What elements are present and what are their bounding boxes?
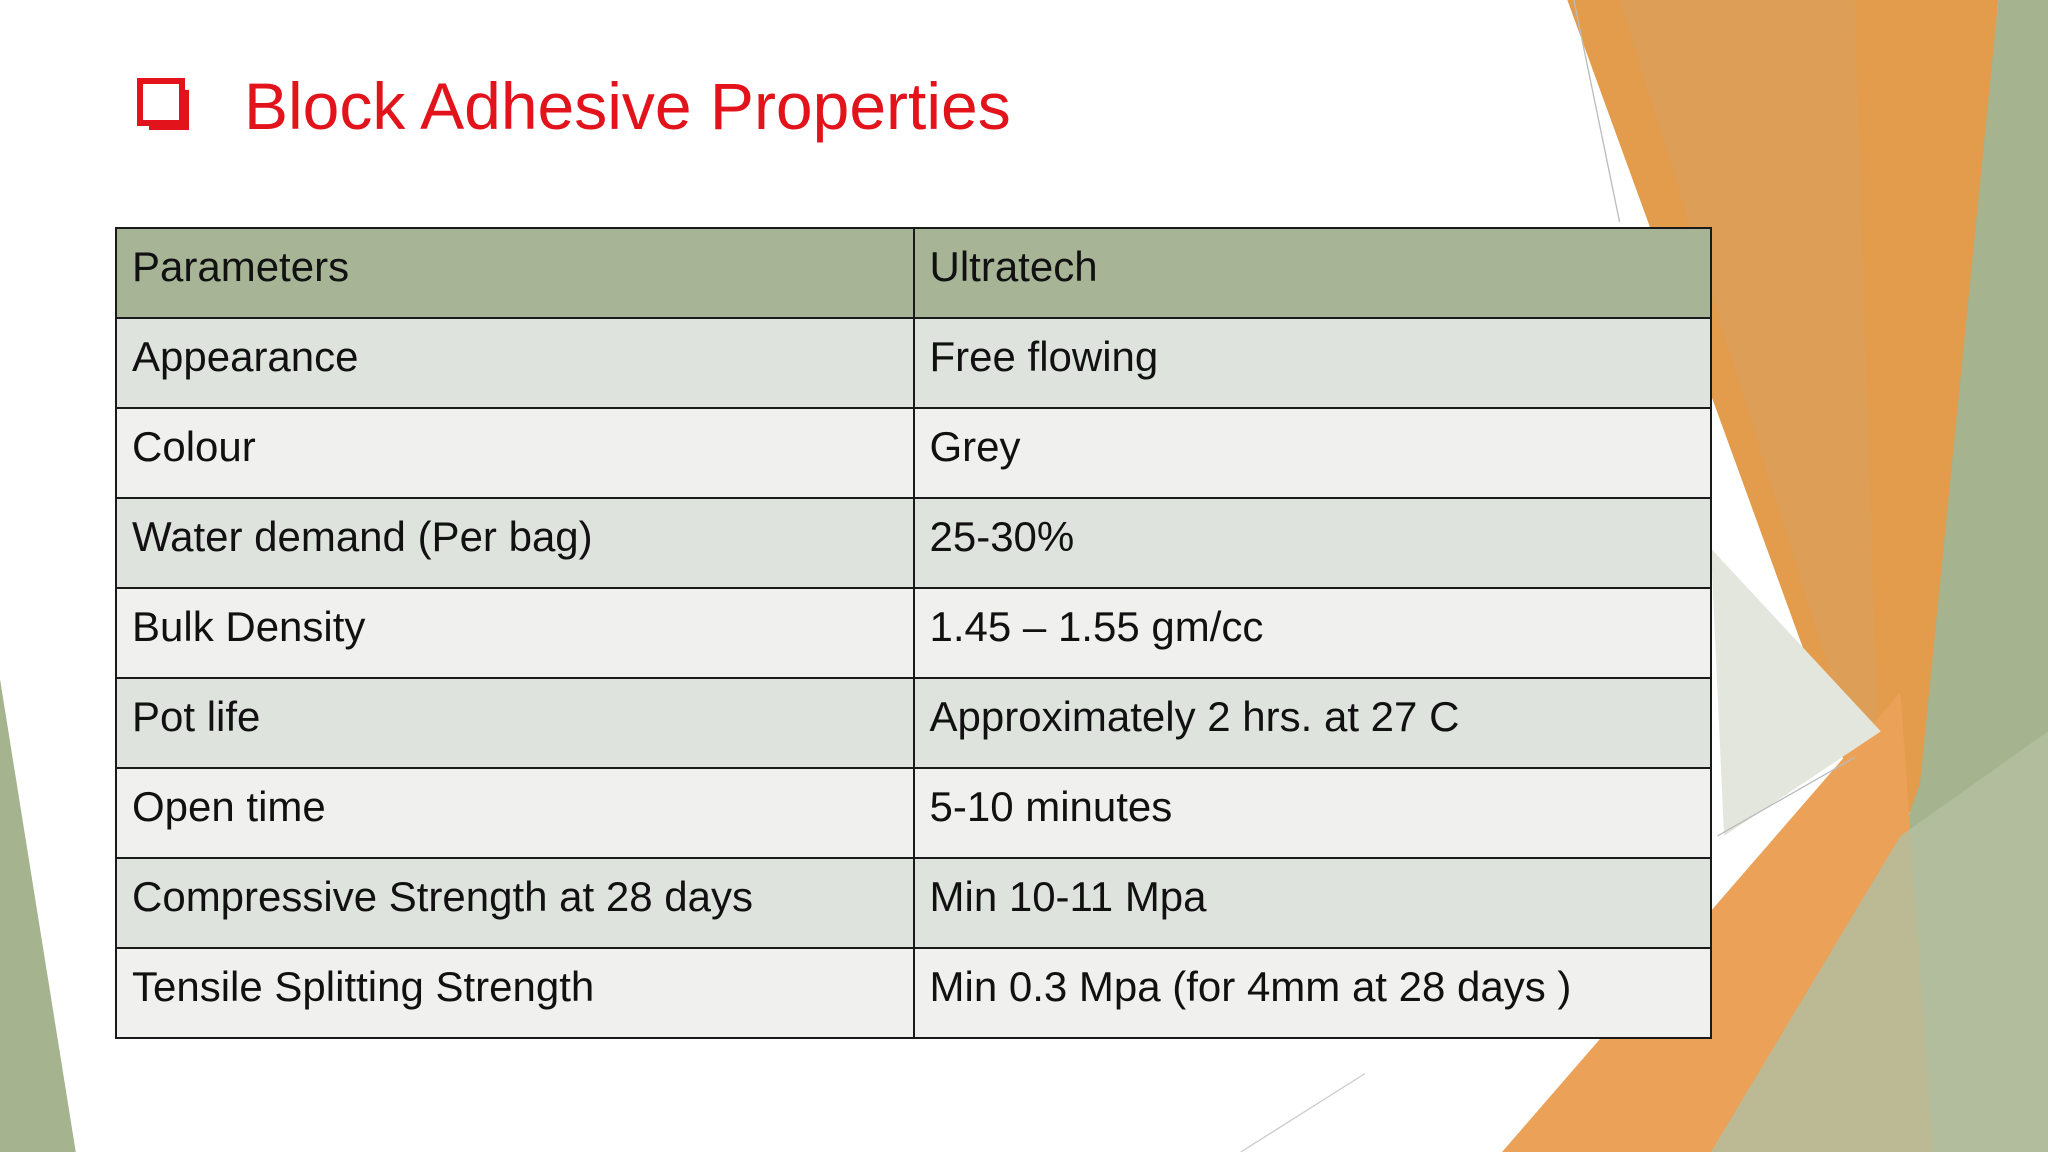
table-cell: Min 0.3 Mpa (for 4mm at 28 days ) <box>912 947 1712 1039</box>
table-row: Open time 5-10 minutes <box>115 767 1712 859</box>
table-cell: Grey <box>912 407 1712 499</box>
table-cell: Min 10-11 Mpa <box>912 857 1712 949</box>
table-cell: Open time <box>115 767 915 859</box>
table-cell: 25-30% <box>912 497 1712 589</box>
thin-line <box>1240 1073 1366 1152</box>
checkbox-bullet <box>137 78 189 130</box>
table-cell: Pot life <box>115 677 915 769</box>
table-cell: Free flowing <box>912 317 1712 409</box>
pale-shard <box>1711 548 1881 836</box>
table-cell: Bulk Density <box>115 587 915 679</box>
table-row: Water demand (Per bag) 25-30% <box>115 497 1712 589</box>
table-row: Pot life Approximately 2 hrs. at 27 C <box>115 677 1712 769</box>
header-cell: Parameters <box>115 227 915 319</box>
table-cell: Colour <box>115 407 915 499</box>
thin-line <box>1573 0 1621 223</box>
table-cell: Water demand (Per bag) <box>115 497 915 589</box>
table-row: Appearance Free flowing <box>115 317 1712 409</box>
green-lower <box>1711 731 2048 1152</box>
left-green <box>0 679 76 1152</box>
slide-title: Block Adhesive Properties <box>244 69 1011 143</box>
properties-table: Parameters Ultratech Appearance Free flowin… <box>115 227 1712 1039</box>
thin-line <box>1717 756 1856 837</box>
table-row: Bulk Density 1.45 – 1.55 gm/cc <box>115 587 1712 679</box>
header-cell: Ultratech <box>912 227 1712 319</box>
table-row: Compressive Strength at 28 days Min 10-11… <box>115 857 1712 949</box>
header-row: Parameters Ultratech <box>115 227 1712 319</box>
table-cell: 1.45 – 1.55 gm/cc <box>912 587 1712 679</box>
table-cell: 5-10 minutes <box>912 767 1712 859</box>
orange-band-light <box>1619 0 1881 836</box>
table-row: Colour Grey <box>115 407 1712 499</box>
table-cell: Appearance <box>115 317 915 409</box>
table-row: Tensile Splitting Strength Min 0.3 Mpa (f… <box>115 947 1712 1039</box>
table-cell: Approximately 2 hrs. at 27 C <box>912 677 1712 769</box>
table-cell: Compressive Strength at 28 days <box>115 857 915 949</box>
table-cell: Tensile Splitting Strength <box>115 947 915 1039</box>
